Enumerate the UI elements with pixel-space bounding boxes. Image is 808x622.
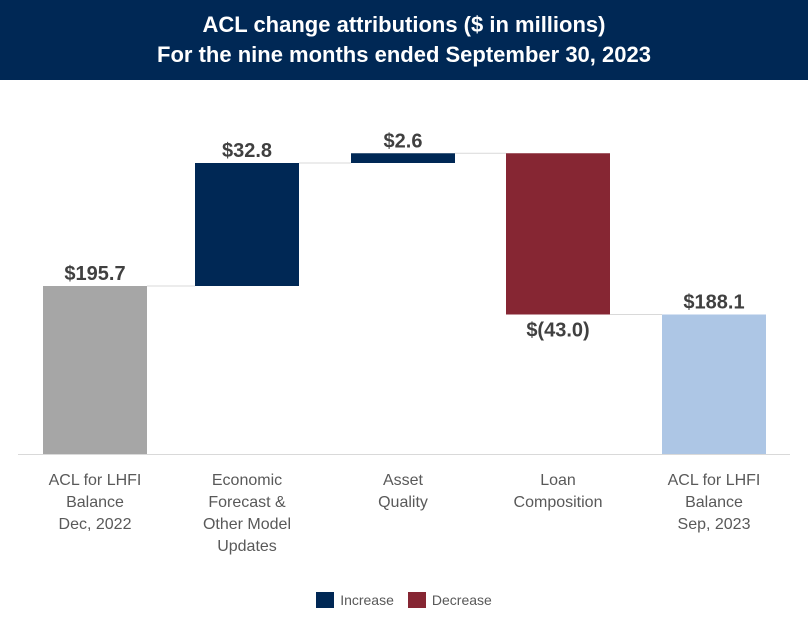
bar-4 (506, 153, 610, 315)
data-label-3: $2.6 (384, 130, 423, 152)
bar-3 (351, 153, 455, 163)
category-label-2-line-3: Other Model (203, 516, 291, 533)
legend-increase-label: Increase (340, 592, 394, 608)
category-label-5-line-3: Sep, 2023 (678, 516, 751, 533)
data-label-1: $195.7 (64, 263, 125, 285)
legend-decrease-swatch (407, 592, 426, 608)
category-label-4-line-1: Loan (540, 472, 576, 489)
title-line-2: For the nine months ended September 30, … (157, 42, 651, 67)
data-label-4: $(43.0) (526, 320, 589, 342)
category-label-5-line-1: ACL for LHFI (668, 472, 761, 489)
data-label-5: $188.1 (683, 292, 744, 314)
bar-5 (662, 314, 766, 454)
category-label-3-line-2: Quality (378, 494, 428, 511)
category-label-1-line-3: Dec, 2022 (59, 516, 132, 533)
legend-decrease-label: Decrease (431, 592, 492, 608)
legend-decrease: Decrease (407, 592, 492, 608)
bar-2 (195, 163, 299, 286)
category-label-4-line-2: Composition (514, 494, 603, 511)
legend-increase: Increase (316, 592, 394, 608)
category-label-2-line-1: Economic (212, 472, 282, 489)
category-label-1-line-1: ACL for LHFI (49, 472, 142, 489)
legend: Increase Decrease (0, 592, 808, 608)
category-label-3-line-1: Asset (383, 472, 424, 489)
category-label-1-line-2: Balance (66, 494, 124, 511)
category-label-2-line-2: Forecast & (208, 494, 286, 511)
chart-title: ACL change attributions ($ in millions) … (0, 0, 808, 80)
title-line-1: ACL change attributions ($ in millions) (202, 12, 606, 37)
bar-1 (43, 286, 147, 454)
data-label-2: $32.8 (222, 140, 272, 162)
category-label-5-line-2: Balance (685, 494, 743, 511)
category-label-2-line-4: Updates (217, 538, 277, 555)
legend-increase-swatch (316, 592, 335, 608)
